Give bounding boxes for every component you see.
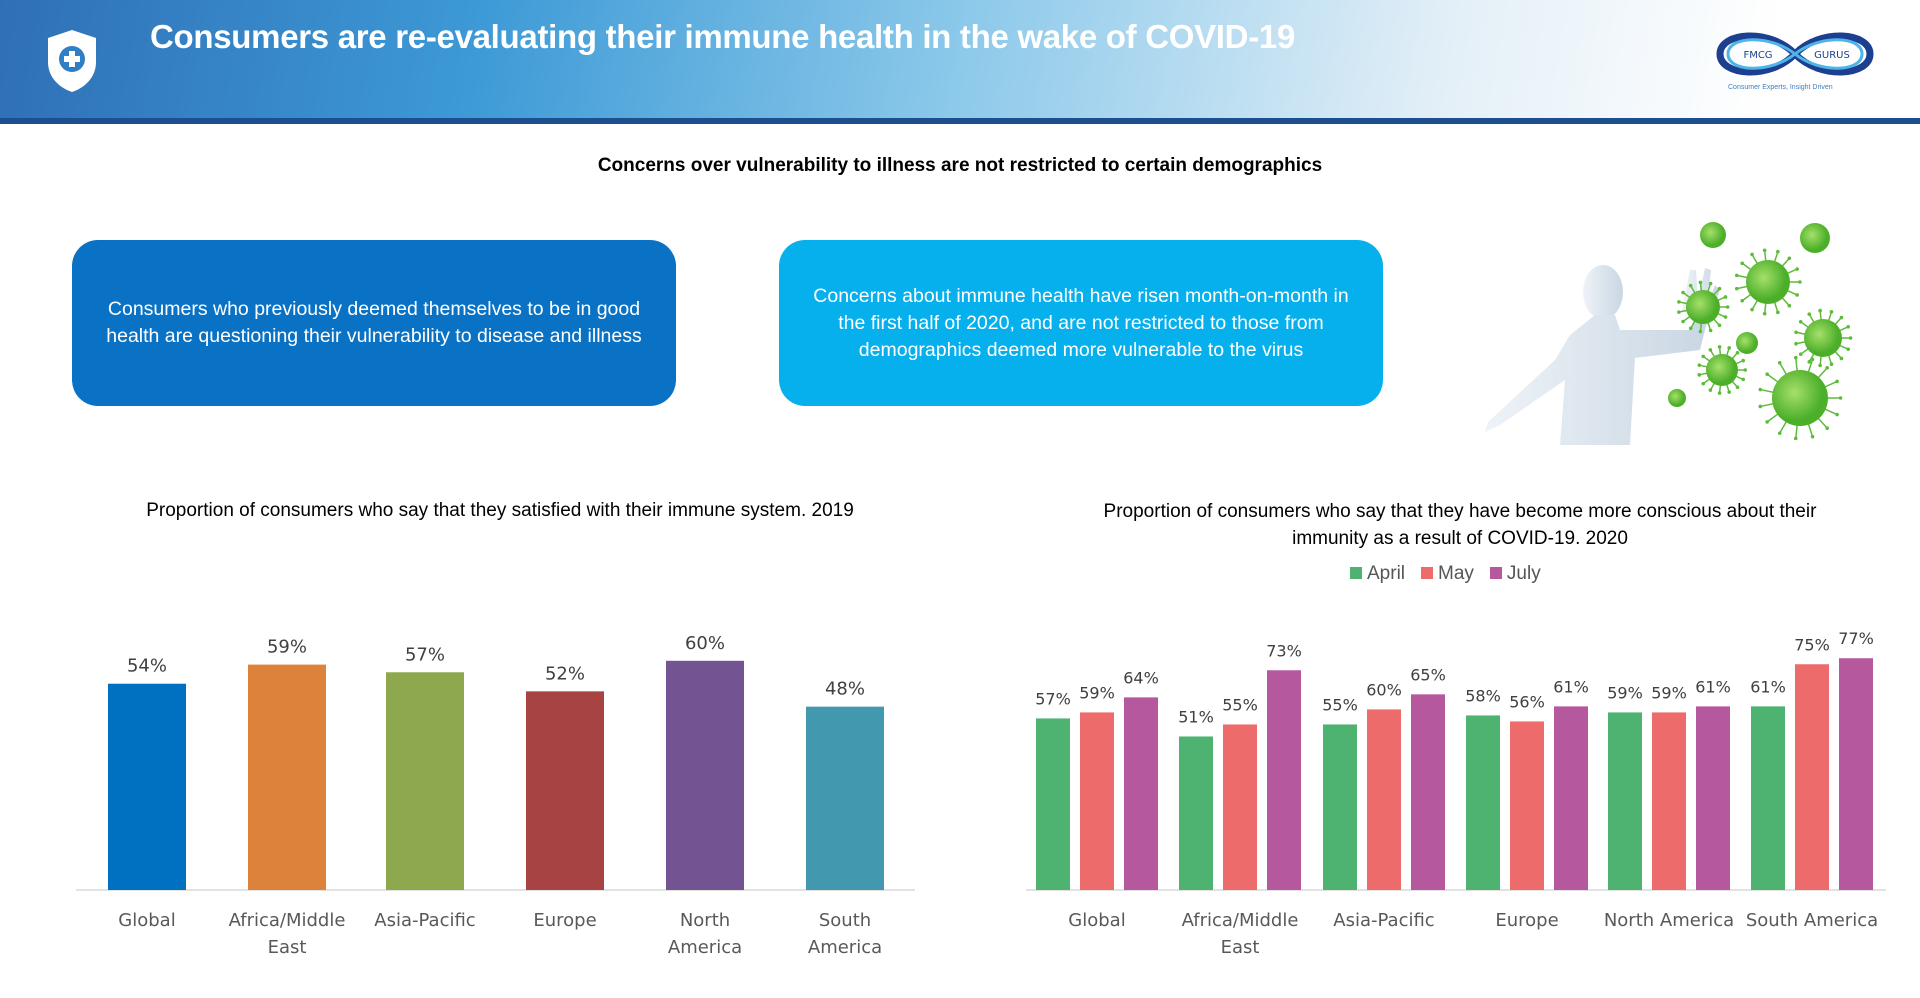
chart-2-category-label: East — [1221, 937, 1260, 958]
chart-1-title: Proportion of consumers who say that the… — [146, 500, 854, 521]
chart-1-bar — [248, 664, 326, 890]
insight-box-2: Concerns about immune health have risen … — [779, 240, 1383, 406]
chart-2-bar-july — [1411, 694, 1445, 890]
chart-1-data-label: 48% — [825, 679, 865, 700]
chart-2-category-label: North America — [1604, 910, 1734, 931]
chart-2-bar-may — [1080, 712, 1114, 890]
chart-2-bar-april — [1036, 718, 1070, 890]
section-subtitle: Concerns over vulnerability to illness a… — [597, 155, 1323, 176]
logo-text-left: FMCG — [1743, 50, 1772, 61]
chart-2-bar-july — [1554, 706, 1588, 890]
virus-icon — [1758, 355, 1843, 441]
chart-2-data-label: 73% — [1266, 641, 1302, 660]
chart-1-data-label: 59% — [267, 637, 307, 658]
chart-2-bar-may — [1510, 721, 1544, 890]
chart-2-data-label: 61% — [1695, 677, 1731, 696]
chart-1-bar — [108, 683, 186, 890]
legend-item-july: July — [1489, 563, 1541, 585]
chart-1-category-label: Asia-Pacific — [374, 910, 475, 931]
virus-icon — [1668, 389, 1686, 407]
fmcg-gurus-logo: FMCG GURUS — [1716, 32, 1874, 76]
chart-1-data-label: 52% — [545, 663, 585, 684]
chart-2-category-label: Europe — [1495, 910, 1558, 931]
legend-item-may: May — [1421, 563, 1474, 585]
chart-2-data-label: 55% — [1322, 695, 1358, 714]
chart-2-data-label: 58% — [1465, 686, 1501, 705]
chart-1-category-label: America — [668, 937, 742, 958]
chart-2-bar-july — [1839, 658, 1873, 890]
chart-1-bar — [666, 660, 744, 890]
chart-1-category-label: Global — [118, 910, 175, 931]
chart-2-bar-july — [1267, 670, 1301, 890]
chart-2-title: Proportion of consumers who say that the… — [1103, 501, 1817, 549]
insight-text-1: Consumers who previously deemed themselv… — [106, 298, 642, 347]
chart-1-category-label: America — [808, 937, 882, 958]
virus-icon — [1697, 345, 1747, 395]
virus-icon — [1794, 308, 1853, 368]
chart-2-data-label: 61% — [1553, 677, 1589, 696]
chart-2-bar-april — [1179, 736, 1213, 890]
virus-icon — [1677, 280, 1730, 334]
page-title: Consumers are re-evaluating their immune… — [150, 18, 1295, 55]
insight-box-1: Consumers who previously deemed themselv… — [72, 240, 676, 406]
chart-2-data-label: 64% — [1123, 668, 1159, 687]
header-divider — [0, 118, 1920, 124]
chart-1-bar — [806, 706, 884, 890]
chart-1-category-label: South — [819, 910, 871, 931]
insight-text-2: Concerns about immune health have risen … — [813, 284, 1349, 361]
logo-text-right: GURUS — [1814, 50, 1850, 61]
chart-2-data-label: 57% — [1035, 689, 1071, 708]
chart-1-bar — [386, 672, 464, 890]
virus-icon — [1700, 222, 1726, 248]
chart-2-data-label: 77% — [1838, 629, 1874, 648]
logo-tagline: Consumer Experts, Insight Driven — [1728, 84, 1833, 91]
chart-2-bar-may — [1367, 709, 1401, 890]
chart-2-data-label: 60% — [1366, 680, 1402, 699]
legend-swatch — [1421, 567, 1434, 579]
chart-1-category-label: Europe — [533, 910, 596, 931]
chart-2-data-label: 75% — [1794, 635, 1830, 654]
chart-1-category-label: East — [268, 937, 307, 958]
chart-2-data-label: 61% — [1750, 677, 1786, 696]
chart-2-data-label: 65% — [1410, 665, 1446, 684]
chart-1-data-label: 54% — [127, 656, 167, 677]
legend-label: April — [1367, 563, 1406, 584]
chart-2-bar-may — [1652, 712, 1686, 890]
chart-2-data-label: 59% — [1607, 683, 1643, 702]
chart-2-bar-april — [1466, 715, 1500, 890]
chart-2-bar-may — [1223, 724, 1257, 890]
virus-icon — [1736, 332, 1758, 354]
header-banner — [0, 0, 1920, 120]
chart-2-category-label: Asia-Pacific — [1333, 910, 1434, 931]
chart-2-category-label: Africa/Middle — [1182, 910, 1299, 931]
chart-1-category-label: North — [680, 910, 730, 931]
chart-2-data-label: 55% — [1222, 695, 1258, 714]
chart-2-bar-july — [1696, 706, 1730, 890]
chart-2-data-label: 51% — [1178, 707, 1214, 726]
chart-1-bar — [526, 691, 604, 890]
chart-1-data-label: 57% — [405, 644, 445, 665]
chart-2-bar-april — [1608, 712, 1642, 890]
legend-swatch — [1489, 567, 1502, 579]
chart-2-bar-april — [1323, 724, 1357, 890]
human-vs-virus-illustration — [1485, 222, 1853, 445]
legend-item-april: April — [1350, 563, 1405, 585]
virus-icon — [1734, 248, 1802, 316]
chart-2-category-label: South America — [1746, 910, 1878, 931]
chart-2-data-label: 59% — [1079, 683, 1115, 702]
legend-swatch — [1350, 567, 1362, 579]
chart-2-bar-april — [1751, 706, 1785, 890]
chart-2-category-label: Global — [1068, 910, 1125, 931]
virus-icon — [1800, 223, 1830, 253]
shield-cross-icon — [48, 30, 96, 92]
chart-2-data-label: 56% — [1509, 692, 1545, 711]
chart-2-bar-july — [1124, 697, 1158, 890]
chart-1-category-label: Africa/Middle — [229, 910, 346, 931]
chart-1-data-label: 60% — [685, 633, 725, 654]
chart-2-legend: April May July — [1350, 563, 1541, 585]
chart-2-data-label: 59% — [1651, 683, 1687, 702]
legend-label: July — [1506, 563, 1541, 584]
legend-label: May — [1438, 563, 1474, 584]
chart-2-bar-may — [1795, 664, 1829, 890]
